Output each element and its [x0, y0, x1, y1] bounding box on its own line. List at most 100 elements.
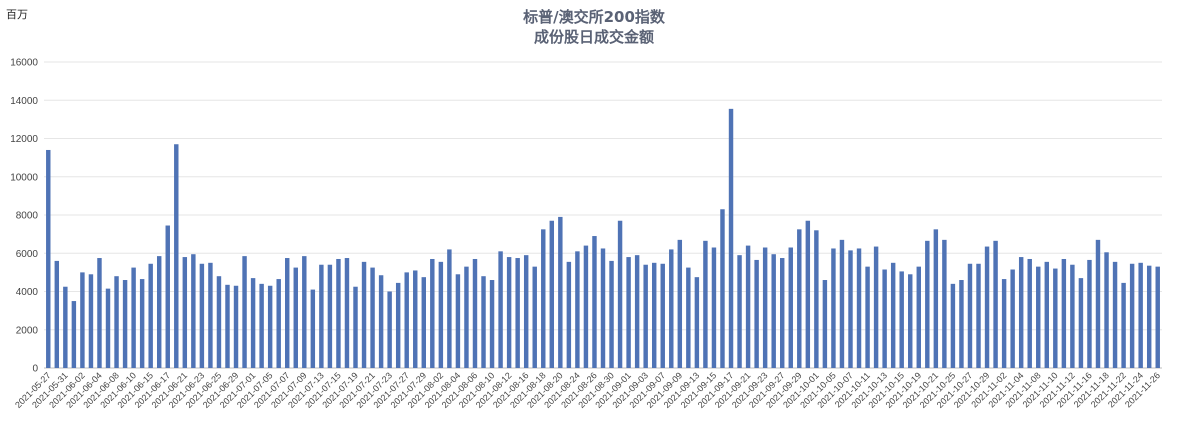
bar-2021-09-27	[780, 258, 785, 368]
bar-2021-11-12	[1070, 264, 1075, 368]
bar-2021-11-25	[1146, 265, 1152, 368]
bar-2021-07-23	[387, 291, 392, 368]
bar-2021-08-11	[498, 251, 503, 368]
bar-2021-06-15	[148, 263, 153, 368]
bar-2021-08-20	[558, 216, 563, 368]
bar-2021-07-08	[293, 267, 298, 368]
bar-2021-07-07	[285, 258, 290, 368]
bar-2021-11-08	[1036, 266, 1041, 368]
bar-2021-08-18	[541, 229, 546, 368]
bar-2021-07-16	[344, 258, 350, 368]
bar-2021-09-09	[677, 239, 683, 368]
bar-2021-09-30	[805, 220, 811, 368]
bar-2021-05-28	[54, 260, 60, 368]
bar-2021-07-30	[430, 258, 435, 368]
y-axis-unit-label: 百万	[6, 8, 28, 21]
bar-2021-07-06	[276, 279, 281, 368]
y-tick-label: 8000	[16, 211, 39, 222]
bar-2021-10-28	[976, 263, 981, 368]
bar-2021-08-12	[506, 257, 512, 368]
bar-2021-11-05	[1027, 258, 1032, 368]
bar-2021-07-14	[327, 264, 333, 368]
bar-2021-08-04	[455, 274, 461, 368]
bar-2021-10-06	[839, 239, 845, 368]
bar-2021-06-11	[139, 279, 145, 368]
bars	[46, 108, 1160, 369]
bar-2021-07-02	[259, 283, 264, 368]
bar-2021-07-19	[353, 286, 358, 368]
bar-2021-08-24	[575, 251, 580, 368]
bar-2021-06-25	[216, 276, 222, 368]
bar-2021-07-29	[421, 277, 426, 368]
bar-2021-09-23	[762, 247, 768, 368]
bar-2021-06-04	[97, 258, 102, 368]
bar-2021-10-22	[942, 239, 947, 368]
bar-2021-11-22	[1121, 282, 1126, 368]
bar-2021-07-13	[319, 264, 324, 368]
y-tick-label: 0	[32, 364, 38, 375]
bar-2021-06-10	[131, 267, 136, 368]
bar-2021-11-01	[993, 240, 998, 368]
bar-2021-05-27	[46, 149, 51, 368]
bar-2021-06-01	[71, 301, 77, 368]
bar-2021-10-12	[873, 246, 879, 368]
bar-2021-10-15	[899, 271, 904, 368]
bar-2021-07-28	[413, 270, 418, 368]
bar-2021-09-28	[788, 247, 793, 368]
bar-2021-07-22	[378, 275, 384, 368]
bar-2021-11-19	[1112, 261, 1118, 368]
bar-2021-06-21	[182, 257, 188, 368]
bar-2021-06-02	[80, 272, 85, 369]
bar-2021-08-30	[609, 260, 614, 368]
bar-2021-06-30	[242, 256, 247, 368]
bar-2021-08-09	[481, 276, 486, 368]
bar-2021-05-31	[63, 286, 68, 368]
bar-2021-10-14	[890, 262, 896, 368]
bar-2021-07-01	[250, 278, 256, 368]
bar-2021-09-15	[711, 247, 717, 368]
bar-2021-08-10	[489, 280, 495, 368]
chart-title-line2: 成份股日成交金额	[534, 28, 654, 46]
bar-2021-09-01	[626, 257, 631, 368]
bar-2021-10-27	[967, 263, 973, 368]
bar-2021-11-04	[1018, 257, 1024, 368]
bar-2021-10-29	[984, 246, 990, 368]
y-tick-label: 12000	[10, 134, 38, 145]
bar-2021-07-21	[370, 267, 375, 368]
bar-2021-10-11	[865, 266, 870, 368]
bar-2021-10-08	[856, 248, 862, 368]
bar-2021-06-09	[122, 280, 128, 368]
bar-2021-09-20	[737, 255, 742, 368]
bar-2021-06-08	[114, 276, 119, 368]
bar-2021-11-02	[1001, 279, 1007, 368]
bar-2021-10-18	[908, 274, 913, 368]
bar-2021-06-07	[105, 288, 111, 368]
bar-2021-11-17	[1095, 239, 1101, 368]
bar-2021-10-25	[950, 283, 956, 368]
bar-2021-06-24	[208, 262, 213, 368]
bar-2021-11-26	[1155, 266, 1160, 368]
bar-2021-11-15	[1078, 278, 1084, 368]
bar-2021-06-22	[191, 254, 196, 368]
bar-2021-11-23	[1129, 263, 1135, 368]
bar-2021-09-13	[694, 277, 700, 368]
bar-2021-09-06	[651, 262, 657, 368]
bar-2021-08-23	[566, 261, 572, 368]
bar-2021-10-05	[831, 248, 836, 368]
bar-2021-09-17	[728, 108, 734, 369]
bar-2021-06-23	[199, 263, 205, 368]
bar-2021-11-18	[1104, 252, 1109, 368]
bar-2021-09-29	[797, 229, 802, 368]
y-tick-label: 2000	[16, 325, 39, 336]
y-tick-label: 4000	[16, 287, 39, 298]
bar-2021-08-16	[523, 255, 529, 368]
bar-2021-07-05	[267, 285, 273, 368]
bar-2021-07-20	[361, 261, 367, 368]
bar-2021-09-21	[745, 245, 751, 368]
bar-2021-11-10	[1053, 268, 1058, 368]
bar-2021-10-13	[882, 269, 887, 368]
bar-2021-08-03	[447, 249, 452, 368]
bar-2021-10-20	[925, 240, 930, 368]
